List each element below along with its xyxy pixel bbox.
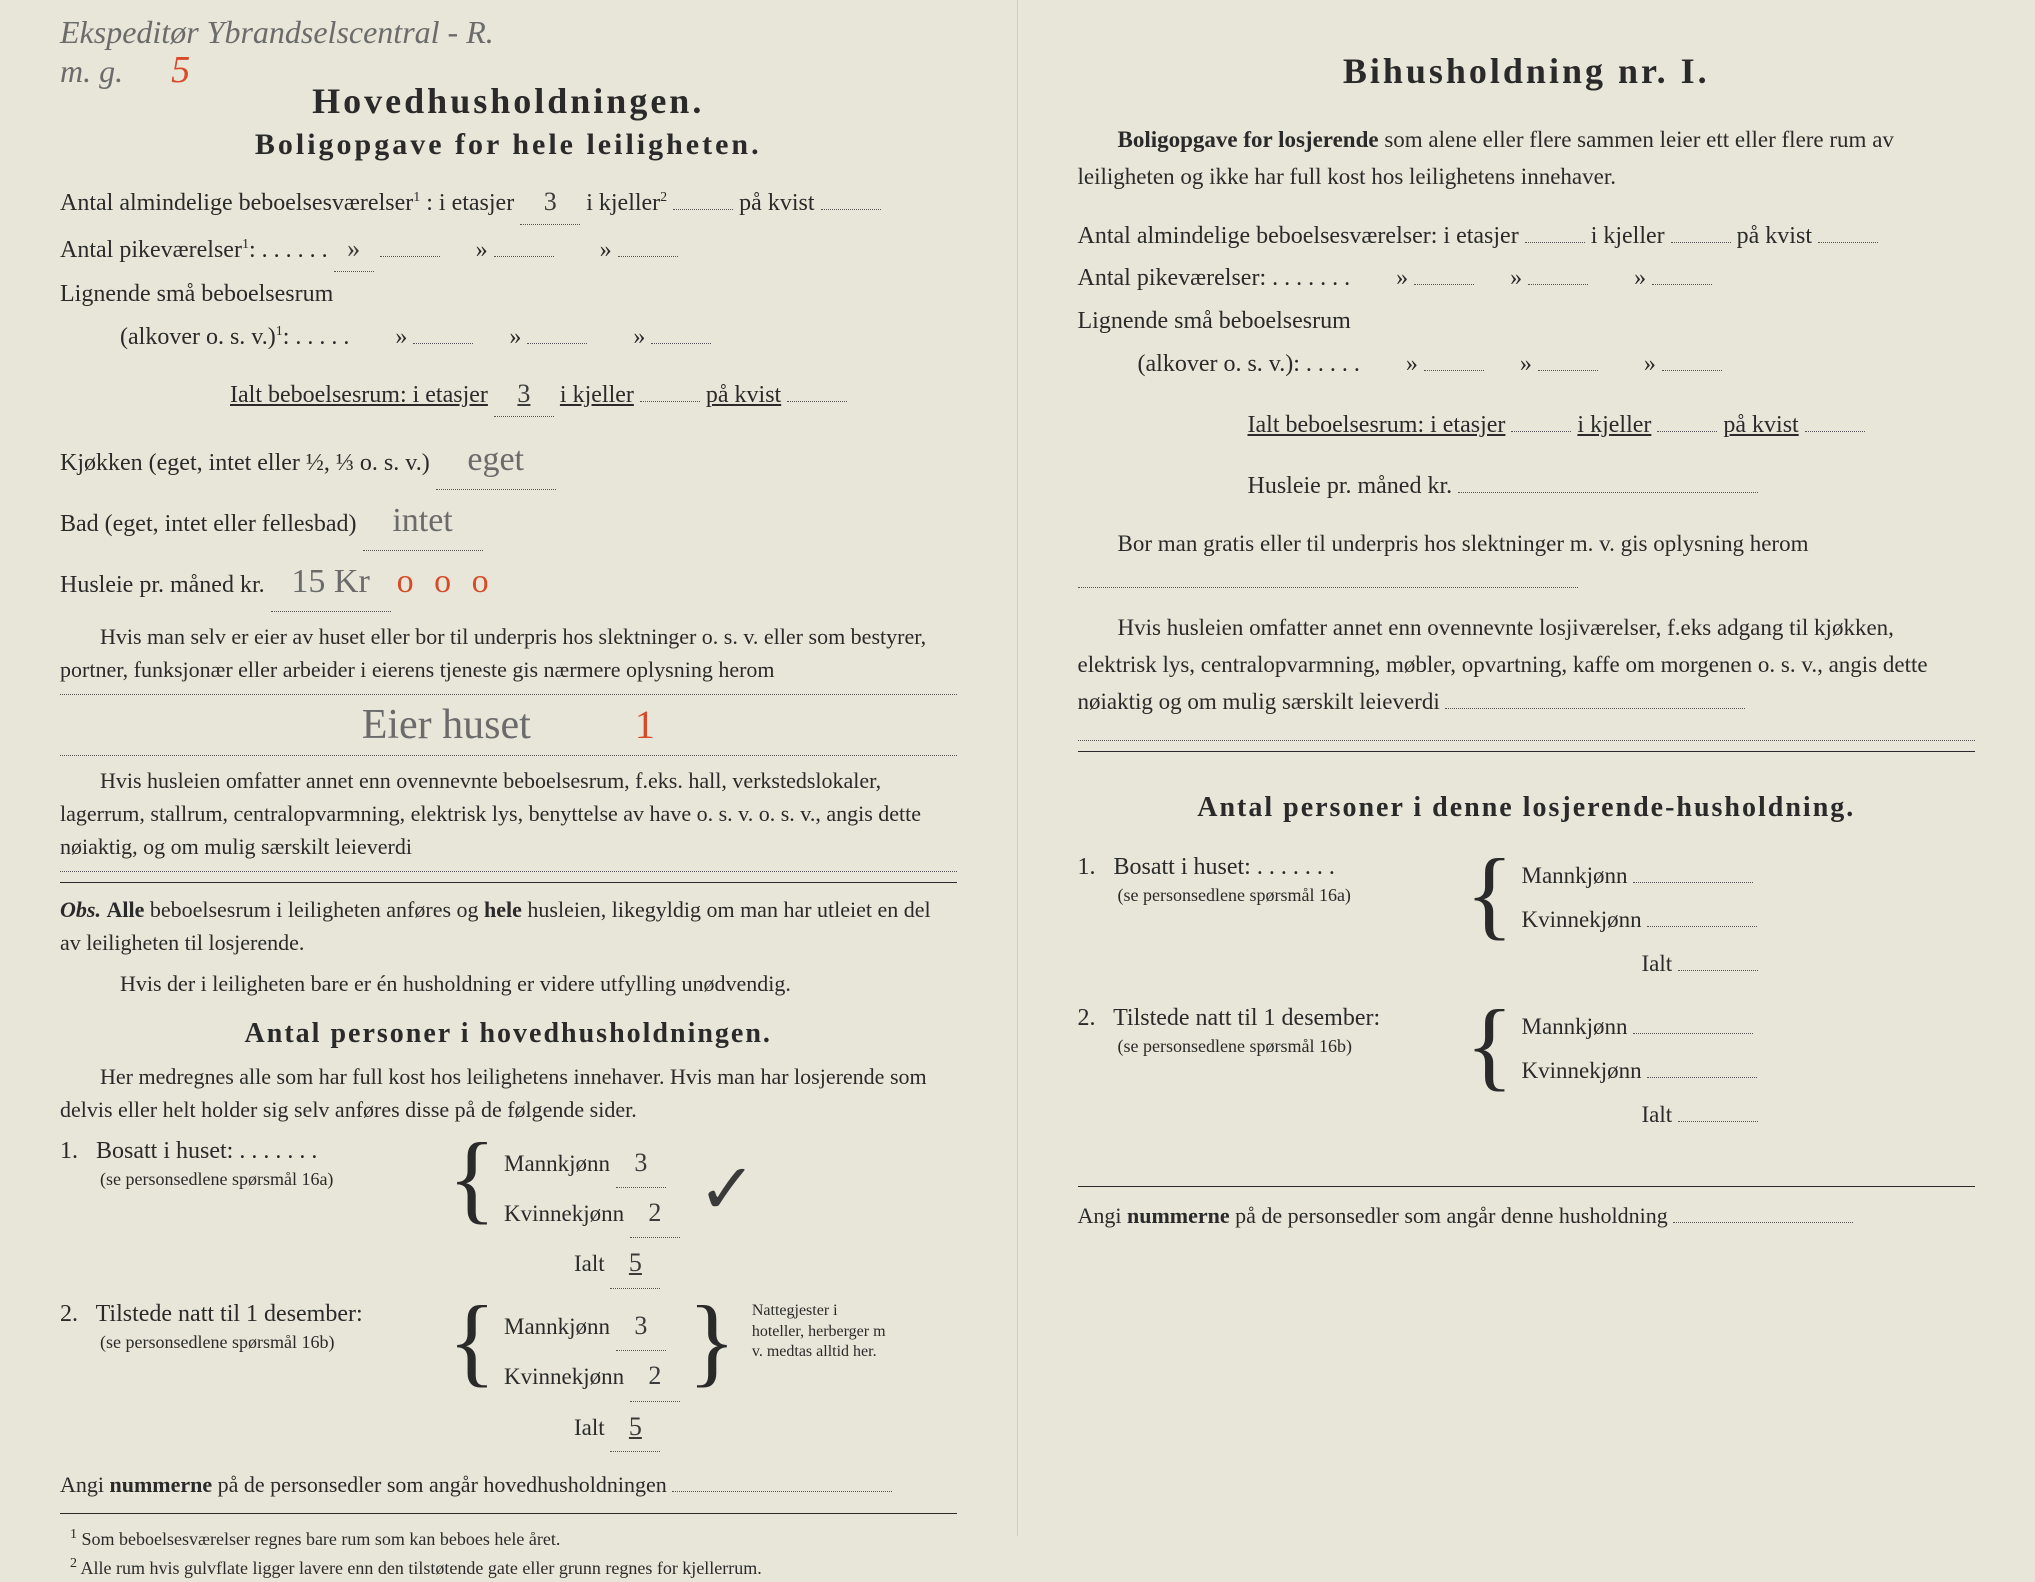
brace-icon: { [1466,1005,1514,1085]
checkmark-icon: ✓ [698,1148,757,1231]
etasjer-value: 3 [520,180,580,225]
r-husleie: Husleie pr. måned kr. [1078,466,1976,507]
row-ialt: Ialt beboelsesrum: i etasjer 3 i kjeller… [60,372,957,417]
r-row3-sub: (alkover o. s. v.): . . . . . » » » [1078,344,1976,385]
eier-handwriting: Eier huset [362,702,531,748]
red-five: 5 [171,49,190,91]
kjokken-value: eget [436,431,556,490]
right-para1: Boligopgave for losjerende som alene ell… [1078,122,1976,196]
row-alkover: (alkover o. s. v.)1: . . . . . » » » [60,317,957,358]
row-beboelsesvaerelser: Antal almindelige beboelsesværelser1 : i… [60,180,957,225]
row-kjokken: Kjøkken (eget, intet eller ½, ⅓ o. s. v.… [60,431,957,490]
brace-close-icon: } [688,1301,736,1381]
row-husleie: Husleie pr. måned kr. 15 Kr o o o [60,553,957,612]
right-title: Bihusholdning nr. I. [1078,50,1976,92]
top-handwriting: Ekspeditør Ybrandselscentral - R. m. g. … [60,15,494,92]
angi-line: Angi nummerne på de personsedler som ang… [60,1466,957,1503]
obs-block: Obs. Alle beboelsesrum i leiligheten anf… [60,893,957,959]
brace-icon: { [448,1301,496,1381]
r-angi: Angi nummerne på de personsedler som ang… [1078,1197,1976,1234]
bad-value: intet [363,492,483,551]
row-lignende: Lignende små beboelsesrum [60,274,957,315]
r-row3: Lignende små beboelsesrum [1078,301,1976,342]
ialt-val-2: 5 [610,1402,660,1452]
r-count-2: 2. Tilstede natt til 1 desember: (se per… [1078,1005,1976,1136]
brace-icon: { [1466,854,1514,934]
para-husleie-omfatter: Hvis husleien omfatter annet enn ovennev… [60,764,957,863]
r-count-1: 1. Bosatt i huset: . . . . . . . (se per… [1078,854,1976,985]
kvinne-val-2: 2 [630,1351,680,1401]
subtitle: Boligopgave for hele leiligheten. [60,128,957,162]
r-ialt: Ialt beboelsesrum: i etasjer i kjeller p… [1078,405,1976,446]
ialt-val-1: 5 [610,1238,660,1288]
r-h3: Antal personer i denne losjerende-hushol… [1078,792,1976,824]
hw-line2: m. g. [60,53,123,89]
mann-val-1: 3 [616,1138,666,1188]
brace-icon: { [448,1138,496,1218]
obs-text2: Hvis der i leiligheten bare er én hushol… [60,967,957,1000]
hw-line1: Ekspeditør Ybrandselscentral - R. [60,14,494,50]
red-one: 1 [635,702,655,747]
mann-val-2: 3 [616,1301,666,1351]
ialt-etasjer-val: 3 [494,372,554,417]
r-row2: Antal pikeværelser: . . . . . . . » » » [1078,258,1976,299]
h3-antal: Antal personer i hovedhusholdningen. [60,1018,957,1050]
footnote-1: 1 Som beboelsesværelser regnes bare rum … [60,1524,957,1553]
para-medregnes: Her medregnes alle som har full kost hos… [60,1060,957,1126]
row-bad: Bad (eget, intet eller fellesbad) intet [60,492,957,551]
count-row-1: 1. Bosatt i huset: . . . . . . . (se per… [60,1138,957,1289]
hw-eier-line: Eier huset 1 [60,701,957,749]
husleie-value: 15 Kr [271,553,391,612]
red-zeros: o o o [397,563,495,600]
kvinne-val-1: 2 [630,1188,680,1238]
left-page: Ekspeditør Ybrandselscentral - R. m. g. … [0,0,1018,1536]
footnote-2: 2 Alle rum hvis gulvflate ligger lavere … [60,1553,957,1582]
right-page: Bihusholdning nr. I. Boligopgave for los… [1018,0,2035,1536]
row-pikevaerelser: Antal pikeværelser1: . . . . . . » » » [60,227,957,272]
para-eier: Hvis man selv er eier av huset eller bor… [60,620,957,686]
count-row-2: 2. Tilstede natt til 1 desember: (se per… [60,1301,957,1452]
r-row1: Antal almindelige beboelsesværelser: i e… [1078,216,1976,257]
r-para3: Hvis husleien omfatter annet enn ovennev… [1078,610,1976,720]
r-para2: Bor man gratis eller til underpris hos s… [1078,526,1976,600]
sidenote: Nattegjester i hoteller, herberger m v. … [752,1301,892,1363]
